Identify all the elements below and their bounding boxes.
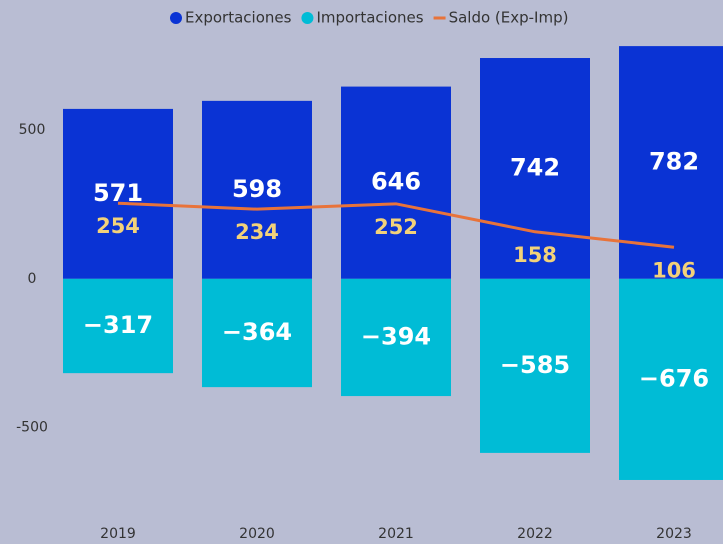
line <box>117 201 675 249</box>
bar <box>202 100 312 279</box>
x-tick-label: 2022 <box>517 526 553 542</box>
legend-label: Saldo (Exp-Imp) <box>449 9 569 27</box>
value-label: 254 <box>96 214 140 238</box>
legend-swatch <box>170 12 182 24</box>
x-tick-label: 2020 <box>239 526 275 542</box>
y-tick-label: 500 <box>19 122 46 138</box>
legend-swatch <box>301 12 314 24</box>
x-tick-label: 2021 <box>378 526 414 542</box>
y-tick-label: -500 <box>16 420 48 436</box>
value-label: −364 <box>222 318 292 346</box>
value-label: 252 <box>374 215 418 239</box>
value-label: 571 <box>93 179 143 207</box>
value-label: 646 <box>371 168 421 196</box>
value-label: 782 <box>649 147 699 175</box>
bar <box>619 46 723 279</box>
bar <box>341 86 451 279</box>
bar <box>341 278 451 397</box>
value-label: 234 <box>235 220 279 244</box>
bar <box>480 278 590 453</box>
legend-label: Importaciones <box>316 9 423 27</box>
bar <box>619 278 723 480</box>
value-label: 106 <box>652 258 696 282</box>
value-label: 158 <box>513 243 557 267</box>
value-label: −676 <box>639 364 709 392</box>
value-label: −585 <box>500 351 570 379</box>
value-label: −317 <box>83 311 153 339</box>
legend-label: Exportaciones <box>185 9 292 27</box>
x-tick-label: 2019 <box>100 526 136 542</box>
value-label: 742 <box>510 153 560 181</box>
bar <box>480 58 590 279</box>
bar <box>63 108 173 279</box>
value-label: 598 <box>232 175 282 203</box>
x-tick-label: 2023 <box>656 526 692 542</box>
bar <box>63 278 173 374</box>
bar <box>202 278 312 388</box>
value-label: −394 <box>361 322 431 350</box>
y-tick-label: 0 <box>28 271 37 287</box>
